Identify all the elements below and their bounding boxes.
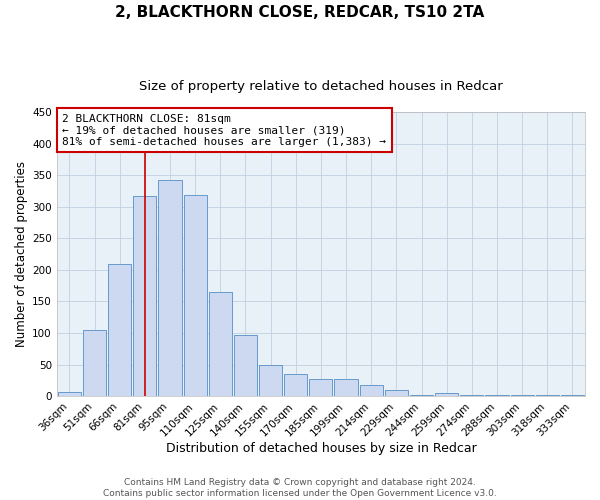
Text: Contains HM Land Registry data © Crown copyright and database right 2024.
Contai: Contains HM Land Registry data © Crown c… (103, 478, 497, 498)
Bar (209, 292, 232, 396)
Bar (310, 379, 332, 396)
Text: 2, BLACKTHORN CLOSE, REDCAR, TS10 2TA: 2, BLACKTHORN CLOSE, REDCAR, TS10 2TA (115, 5, 485, 20)
Bar (334, 379, 358, 396)
Bar (83, 330, 106, 396)
Bar (259, 364, 282, 396)
Bar (435, 393, 458, 396)
X-axis label: Distribution of detached houses by size in Redcar: Distribution of detached houses by size … (166, 442, 476, 455)
Title: Size of property relative to detached houses in Redcar: Size of property relative to detached ho… (139, 80, 503, 93)
Text: 2 BLACKTHORN CLOSE: 81sqm
← 19% of detached houses are smaller (319)
81% of semi: 2 BLACKTHORN CLOSE: 81sqm ← 19% of detac… (62, 114, 386, 147)
Bar (184, 195, 206, 396)
Bar (108, 264, 131, 396)
Bar (385, 390, 408, 396)
Bar (359, 385, 383, 396)
Y-axis label: Number of detached properties: Number of detached properties (15, 161, 28, 347)
Bar (284, 374, 307, 396)
Bar (58, 392, 81, 396)
Bar (133, 196, 157, 396)
Bar (158, 180, 182, 396)
Bar (234, 335, 257, 396)
